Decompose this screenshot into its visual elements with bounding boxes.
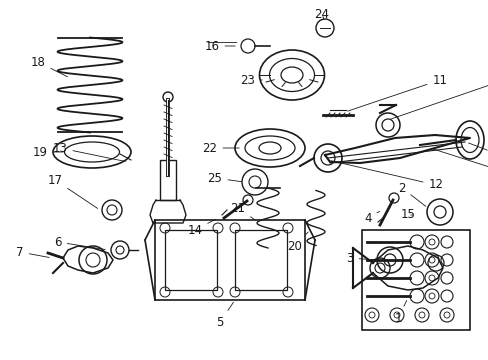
Text: 24: 24 [314, 8, 329, 21]
Text: 7: 7 [16, 246, 49, 258]
Text: 18: 18 [30, 55, 67, 77]
Bar [155, 220, 305, 300]
Text: 5: 5 [216, 302, 233, 328]
Text: 21: 21 [230, 202, 255, 220]
Polygon shape [372, 246, 442, 290]
Bar [164, 230, 217, 290]
Text: 6: 6 [54, 235, 105, 249]
Polygon shape [325, 135, 469, 163]
Text: 14: 14 [187, 219, 215, 237]
Bar [235, 230, 286, 290]
Bar [160, 160, 176, 200]
Text: 8: 8 [432, 149, 488, 184]
Text: 2: 2 [397, 181, 425, 206]
Text: 10: 10 [468, 143, 488, 162]
Text: 4: 4 [364, 211, 379, 225]
Text: 17: 17 [47, 174, 98, 208]
Text: 12: 12 [330, 161, 443, 192]
Text: 16: 16 [204, 40, 235, 53]
Text: 11: 11 [347, 73, 447, 111]
Text: 25: 25 [207, 171, 241, 184]
Text: 20: 20 [287, 232, 307, 252]
Text: 9: 9 [390, 72, 488, 119]
Text: 19: 19 [32, 145, 63, 158]
Text: 13: 13 [52, 141, 125, 161]
Bar [361, 230, 469, 330]
Text: 23: 23 [240, 73, 262, 86]
Text: 15: 15 [400, 208, 415, 221]
Text: 22: 22 [202, 141, 239, 154]
Text: 1: 1 [393, 301, 406, 324]
Text: 3: 3 [346, 252, 372, 265]
